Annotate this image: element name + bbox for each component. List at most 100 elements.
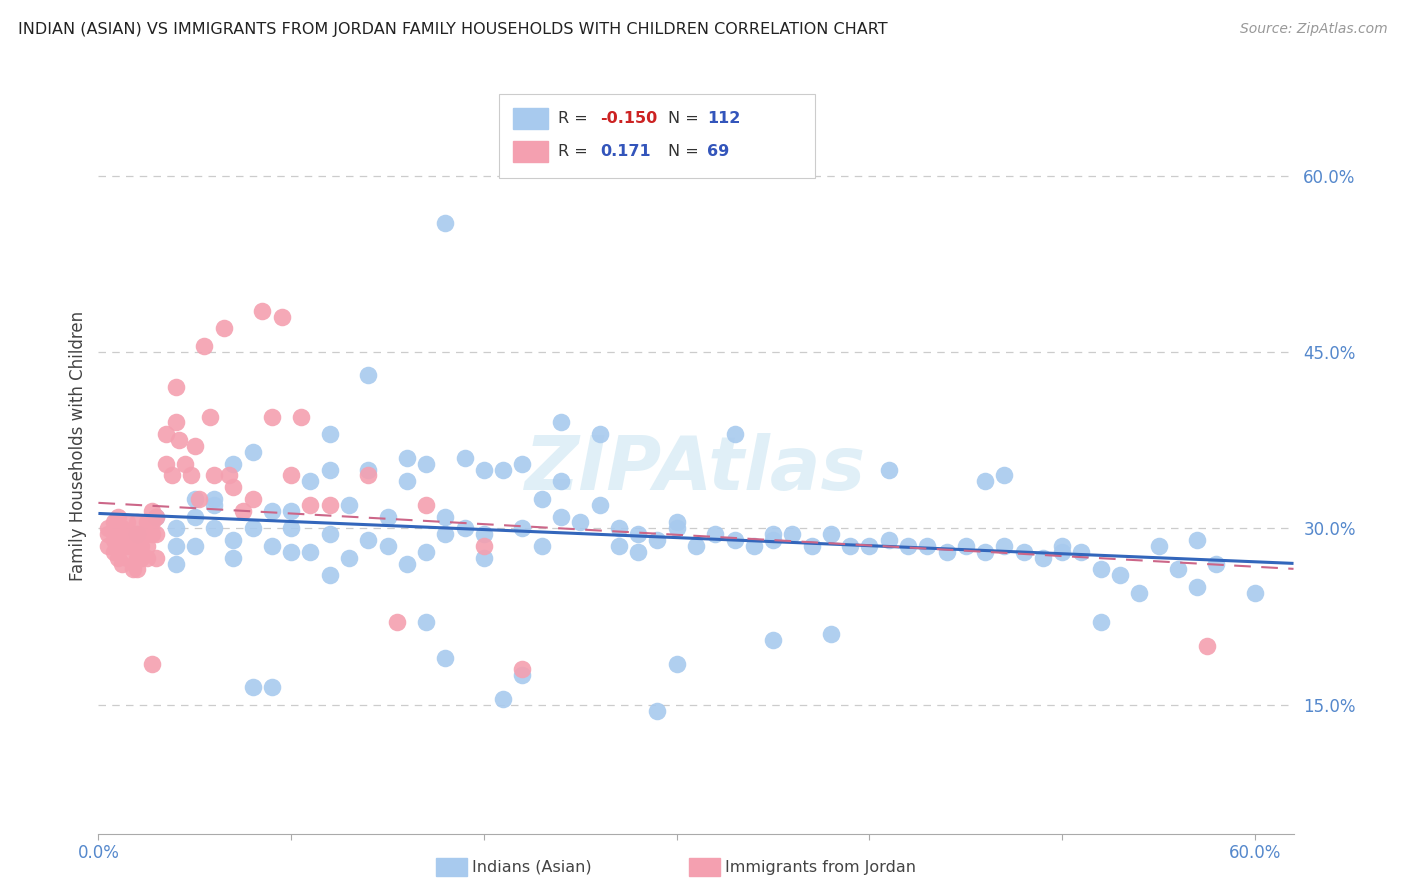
- Point: [165, 380, 187, 394]
- Point: [242, 680, 264, 694]
- Point: [260, 680, 283, 694]
- Point: [122, 562, 145, 576]
- Text: -0.150: -0.150: [600, 112, 658, 126]
- Text: Source: ZipAtlas.com: Source: ZipAtlas.com: [1240, 22, 1388, 37]
- Point: [800, 539, 823, 553]
- Point: [103, 533, 125, 547]
- Point: [415, 498, 437, 512]
- Point: [569, 516, 592, 530]
- Point: [1050, 539, 1073, 553]
- Point: [782, 527, 804, 541]
- Point: [897, 539, 920, 553]
- Point: [1070, 545, 1092, 559]
- Point: [723, 427, 745, 442]
- Point: [117, 527, 139, 541]
- Point: [125, 550, 148, 565]
- Point: [762, 527, 785, 541]
- Point: [165, 416, 187, 430]
- Point: [280, 503, 302, 517]
- Point: [472, 550, 495, 565]
- Point: [222, 457, 245, 471]
- Point: [1128, 586, 1150, 600]
- Point: [122, 527, 145, 541]
- Point: [1090, 562, 1112, 576]
- Point: [647, 533, 669, 547]
- Point: [290, 409, 312, 424]
- Point: [1109, 568, 1132, 582]
- Point: [103, 545, 125, 559]
- Point: [218, 468, 240, 483]
- Point: [434, 216, 457, 230]
- Point: [319, 498, 342, 512]
- Point: [877, 533, 900, 547]
- Point: [135, 550, 157, 565]
- Point: [160, 468, 183, 483]
- Point: [155, 427, 177, 442]
- Point: [588, 498, 610, 512]
- Point: [169, 433, 191, 447]
- Text: 112: 112: [707, 112, 741, 126]
- Point: [184, 439, 207, 453]
- Point: [252, 303, 274, 318]
- Text: 0.171: 0.171: [600, 145, 651, 159]
- Point: [242, 445, 264, 459]
- Point: [184, 491, 207, 506]
- Point: [472, 527, 495, 541]
- Point: [180, 468, 202, 483]
- Point: [762, 533, 785, 547]
- Point: [627, 527, 650, 541]
- Point: [512, 668, 534, 682]
- Point: [125, 527, 148, 541]
- Point: [117, 516, 139, 530]
- Point: [165, 521, 187, 535]
- Point: [337, 550, 360, 565]
- Text: R =: R =: [558, 112, 593, 126]
- Point: [530, 539, 553, 553]
- Point: [627, 545, 650, 559]
- Point: [280, 545, 302, 559]
- Point: [184, 539, 207, 553]
- Point: [129, 527, 152, 541]
- Point: [607, 521, 630, 535]
- Point: [377, 539, 399, 553]
- Point: [512, 521, 534, 535]
- Point: [107, 550, 129, 565]
- Point: [974, 545, 997, 559]
- Point: [550, 509, 572, 524]
- Point: [820, 527, 842, 541]
- Point: [135, 527, 157, 541]
- Point: [820, 627, 842, 641]
- Point: [395, 450, 418, 465]
- Point: [202, 498, 225, 512]
- Point: [337, 498, 360, 512]
- Point: [453, 450, 475, 465]
- Point: [395, 475, 418, 489]
- Point: [280, 521, 302, 535]
- Point: [1195, 639, 1218, 653]
- Point: [453, 521, 475, 535]
- Point: [242, 491, 264, 506]
- Point: [1167, 562, 1189, 576]
- Point: [187, 491, 209, 506]
- Point: [110, 557, 132, 571]
- Point: [647, 704, 669, 718]
- Point: [280, 468, 302, 483]
- Point: [1147, 539, 1170, 553]
- Text: ZIPAtlas: ZIPAtlas: [526, 433, 866, 506]
- Point: [377, 509, 399, 524]
- Point: [550, 416, 572, 430]
- Point: [395, 557, 418, 571]
- Point: [125, 527, 148, 541]
- Point: [125, 539, 148, 553]
- Point: [1244, 586, 1267, 600]
- Point: [492, 462, 515, 476]
- Point: [141, 503, 163, 517]
- Text: N =: N =: [668, 112, 704, 126]
- Point: [742, 539, 765, 553]
- Point: [415, 457, 437, 471]
- Point: [129, 550, 152, 565]
- Point: [434, 650, 457, 665]
- Point: [193, 339, 215, 353]
- Point: [174, 457, 197, 471]
- Point: [319, 462, 342, 476]
